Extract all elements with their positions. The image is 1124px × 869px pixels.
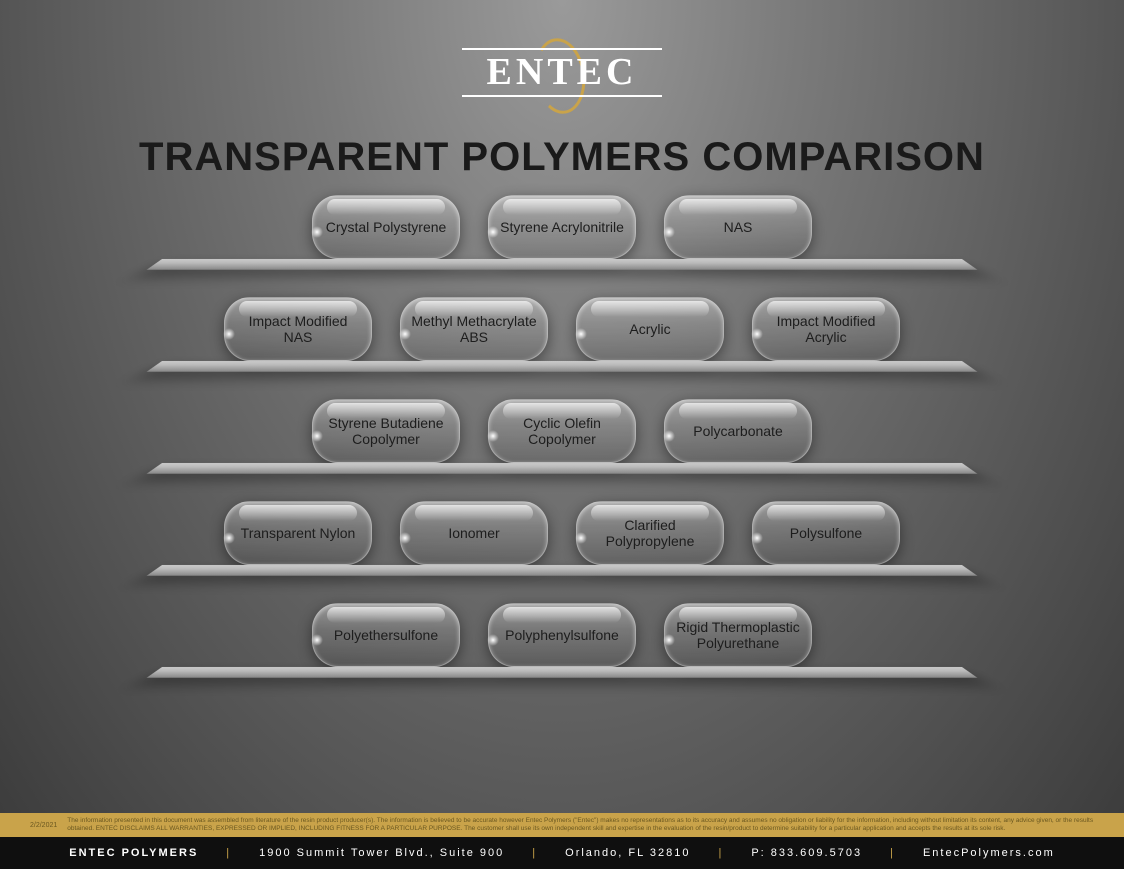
polymer-pill[interactable]: Cyclic Olefin Copolymer: [488, 399, 636, 463]
footer-sep: |: [226, 847, 231, 859]
shine-icon: [311, 226, 323, 238]
polymer-label: Polyphenylsulfone: [505, 627, 619, 643]
footer-site: EntecPolymers.com: [923, 847, 1055, 859]
shine-icon: [487, 430, 499, 442]
shine-icon: [311, 634, 323, 646]
entec-logo: ENTEC: [457, 40, 667, 110]
polymer-pill[interactable]: Transparent Nylon: [224, 501, 372, 565]
disclaimer-bar: 2/2/2021 The information presented in th…: [0, 813, 1124, 837]
footer-phone: P: 833.609.5703: [751, 847, 862, 859]
shelf-row: Transparent Nylon Ionomer Clarified Polypr…: [182, 501, 942, 565]
polymer-pill[interactable]: Polyethersulfone: [312, 603, 460, 667]
polymer-label: NAS: [724, 219, 753, 235]
shelf-surface: [147, 565, 978, 576]
polymer-pill[interactable]: Rigid Thermoplastic Polyurethane: [664, 603, 812, 667]
logo-line-bottom: [462, 95, 662, 97]
shine-icon: [311, 430, 323, 442]
disclaimer-date: 2/2/2021: [30, 822, 57, 829]
shelf-surface: [147, 259, 978, 270]
disclaimer-text: The information presented in this docume…: [67, 817, 1094, 833]
shelf-row: Impact Modified NAS Methyl Methacrylate A…: [182, 297, 942, 361]
shelf-surface: [147, 667, 978, 678]
polymer-label: Polyethersulfone: [334, 627, 438, 643]
page-title: TRANSPARENT POLYMERS COMPARISON: [0, 135, 1124, 180]
polymer-pill[interactable]: Polycarbonate: [664, 399, 812, 463]
shine-icon: [487, 634, 499, 646]
shine-icon: [399, 532, 411, 544]
shine-icon: [751, 328, 763, 340]
shine-icon: [223, 328, 235, 340]
shelf-surface: [147, 361, 978, 372]
logo-text: ENTEC: [457, 50, 667, 94]
polymer-pill[interactable]: Ionomer: [400, 501, 548, 565]
shelf-row: Styrene Butadiene Copolymer Cyclic Olefin…: [182, 399, 942, 463]
polymer-label: Methyl Methacrylate ABS: [411, 313, 537, 345]
polymer-pill[interactable]: Impact Modified NAS: [224, 297, 372, 361]
footer-city: Orlando, FL 32810: [565, 847, 690, 859]
shelves-container: Crystal Polystyrene Styrene Acrylonitrile…: [0, 195, 1124, 667]
shine-icon: [663, 226, 675, 238]
polymer-pill[interactable]: Crystal Polystyrene: [312, 195, 460, 259]
footer-address: 1900 Summit Tower Blvd., Suite 900: [259, 847, 504, 859]
polymer-pill[interactable]: Clarified Polypropylene: [576, 501, 724, 565]
polymer-label: Transparent Nylon: [241, 525, 356, 541]
polymer-label: Acrylic: [629, 321, 670, 337]
polymer-pill[interactable]: Styrene Butadiene Copolymer: [312, 399, 460, 463]
shine-icon: [751, 532, 763, 544]
polymer-label: Polysulfone: [790, 525, 862, 541]
shine-icon: [399, 328, 411, 340]
footer-sep: |: [890, 847, 895, 859]
shine-icon: [575, 532, 587, 544]
footer-sep: |: [718, 847, 723, 859]
shelf-row: Crystal Polystyrene Styrene Acrylonitrile…: [182, 195, 942, 259]
polymer-label: Styrene Butadiene Copolymer: [323, 415, 449, 447]
polymer-label: Cyclic Olefin Copolymer: [499, 415, 625, 447]
polymer-label: Impact Modified Acrylic: [763, 313, 889, 345]
footer-sep: |: [532, 847, 537, 859]
polymer-label: Clarified Polypropylene: [587, 517, 713, 549]
polymer-label: Ionomer: [448, 525, 499, 541]
shine-icon: [223, 532, 235, 544]
polymer-pill[interactable]: Impact Modified Acrylic: [752, 297, 900, 361]
polymer-label: Rigid Thermoplastic Polyurethane: [675, 619, 801, 651]
polymer-pill[interactable]: Acrylic: [576, 297, 724, 361]
footer-company: ENTEC POLYMERS: [69, 847, 198, 859]
footer-bar: ENTEC POLYMERS | 1900 Summit Tower Blvd.…: [0, 837, 1124, 869]
polymer-label: Impact Modified NAS: [235, 313, 361, 345]
polymer-pill[interactable]: Styrene Acrylonitrile: [488, 195, 636, 259]
polymer-label: Styrene Acrylonitrile: [500, 219, 624, 235]
shine-icon: [487, 226, 499, 238]
polymer-pill[interactable]: Methyl Methacrylate ABS: [400, 297, 548, 361]
polymer-label: Polycarbonate: [693, 423, 783, 439]
shelf-surface: [147, 463, 978, 474]
shine-icon: [663, 634, 675, 646]
polymer-pill[interactable]: Polyphenylsulfone: [488, 603, 636, 667]
shine-icon: [575, 328, 587, 340]
logo-area: ENTEC: [0, 0, 1124, 115]
polymer-pill[interactable]: Polysulfone: [752, 501, 900, 565]
shelf-row: Polyethersulfone Polyphenylsulfone Rigid T…: [182, 603, 942, 667]
polymer-label: Crystal Polystyrene: [326, 219, 447, 235]
shine-icon: [663, 430, 675, 442]
polymer-pill[interactable]: NAS: [664, 195, 812, 259]
